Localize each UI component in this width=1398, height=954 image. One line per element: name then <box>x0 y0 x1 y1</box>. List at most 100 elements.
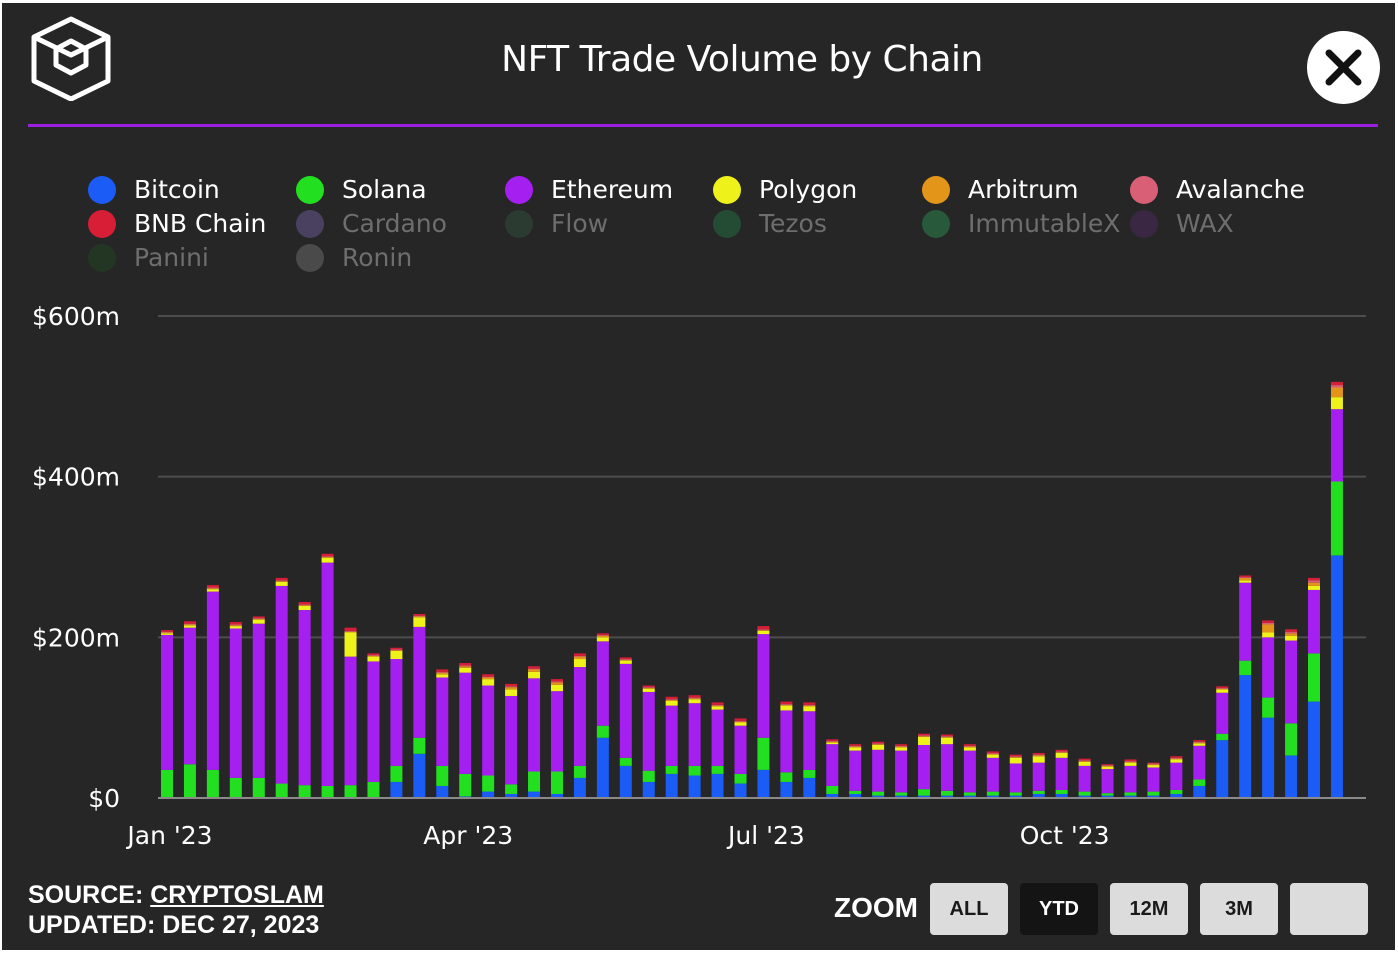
zoom-all-button[interactable]: ALL <box>930 883 1008 935</box>
legend-swatch <box>88 209 116 238</box>
legend-item-arbitrum[interactable]: Arbitrum <box>922 175 1078 204</box>
bar-segment-arbitrum <box>665 699 678 701</box>
bar-segment-arbitrum <box>459 666 472 668</box>
legend-item-solana[interactable]: Solana <box>296 175 427 204</box>
legend-item-immutablex[interactable]: ImmutableX <box>922 209 1120 238</box>
bar-segment-arbitrum <box>390 650 403 651</box>
bar-segment-avalanche <box>665 699 678 700</box>
bar-segment-avalanche <box>321 556 334 557</box>
bar-segment-solana <box>1330 481 1343 556</box>
bar-segment-polygon <box>1124 762 1137 766</box>
legend-item-ronin[interactable]: Ronin <box>296 243 412 272</box>
legend-item-avalanche[interactable]: Avalanche <box>1130 175 1305 204</box>
bar-segment-bitcoin <box>413 753 426 798</box>
bar-segment-bnb-chain <box>757 626 770 630</box>
legend-item-polygon[interactable]: Polygon <box>713 175 857 204</box>
zoom-3m-button[interactable]: 3M <box>1200 883 1278 935</box>
legend-item-ethereum[interactable]: Ethereum <box>505 175 673 204</box>
legend-item-cardano[interactable]: Cardano <box>296 209 447 238</box>
legend-item-bnb-chain[interactable]: BNB Chain <box>88 209 266 238</box>
legend-label: Bitcoin <box>134 175 220 204</box>
bar-segment-polygon <box>963 747 976 751</box>
close-button[interactable] <box>1307 31 1380 104</box>
bar-stack <box>321 553 334 798</box>
bar-segment-solana <box>963 792 976 796</box>
zoom-custom-button[interactable] <box>1290 883 1368 935</box>
bar-segment-arbitrum <box>1239 577 1252 581</box>
bar-stack <box>1101 764 1114 798</box>
bar-segment-solana <box>275 783 288 798</box>
bar-segment-ethereum <box>1308 589 1320 654</box>
close-icon <box>1325 49 1362 86</box>
bar-stack <box>206 585 219 798</box>
bar-segment-ethereum <box>550 691 563 772</box>
bar-segment-ethereum <box>206 591 219 770</box>
legend-item-wax[interactable]: WAX <box>1130 209 1234 238</box>
bar-segment-polygon <box>528 671 541 679</box>
bar-stack <box>596 633 609 798</box>
bar-segment-avalanche <box>482 676 495 678</box>
bar-segment-ethereum <box>344 656 357 786</box>
bar-segment-bnb-chain <box>1170 756 1183 758</box>
legend-item-flow[interactable]: Flow <box>505 209 608 238</box>
bar-segment-polygon <box>918 736 931 745</box>
legend-item-panini[interactable]: Panini <box>88 243 209 272</box>
legend: Bitcoin Solana Ethereum Polygon Arbitrum Aval… <box>88 175 1388 285</box>
bar-segment-polygon <box>665 700 678 706</box>
bar-segment-ethereum <box>321 562 334 786</box>
bar-segment-solana <box>550 771 563 794</box>
bar-stack <box>161 630 173 798</box>
bar-segment-bnb-chain <box>528 666 541 669</box>
bar-segment-ethereum <box>1330 409 1343 482</box>
bar-segment-avalanche <box>298 604 311 606</box>
bar-stack <box>872 741 885 798</box>
bar-segment-solana <box>986 791 999 796</box>
bar-segment-avalanche <box>344 630 357 632</box>
bar-segment-solana <box>573 765 586 778</box>
legend-item-tezos[interactable]: Tezos <box>713 209 827 238</box>
bar-segment-bitcoin <box>872 795 885 798</box>
bar-segment-ethereum <box>872 749 885 792</box>
bar-segment-ethereum <box>642 691 655 771</box>
bar-segment-bnb-chain <box>940 734 953 737</box>
bar-stack <box>367 653 380 798</box>
bar-segment-solana <box>711 765 724 774</box>
x-tick-label: Apr '23 <box>423 821 513 850</box>
bar-segment-avalanche <box>528 668 541 670</box>
bar-stack <box>1009 754 1022 798</box>
bar-segment-bnb-chain <box>688 695 701 698</box>
bar-stack <box>390 647 403 798</box>
bar-segment-ethereum <box>1078 765 1091 792</box>
bar-segment-polygon <box>780 705 793 711</box>
bar-segment-arbitrum <box>1032 755 1045 757</box>
bar-stack <box>1032 753 1045 798</box>
bar-segment-polygon <box>849 747 862 751</box>
bar-segment-polygon <box>1101 766 1114 770</box>
bar-segment-bitcoin <box>1193 785 1206 798</box>
legend-item-bitcoin[interactable]: Bitcoin <box>88 175 220 204</box>
legend-swatch <box>296 175 324 204</box>
source-link[interactable]: CRYPTOSLAM <box>150 881 324 909</box>
bar-segment-solana <box>826 785 839 794</box>
bar-segment-ethereum <box>757 634 770 738</box>
bar-segment-ethereum <box>596 641 609 726</box>
bar-segment-bnb-chain <box>1239 575 1252 578</box>
bar-segment-arbitrum <box>895 746 908 748</box>
bar-segment-bitcoin <box>1308 701 1320 798</box>
zoom-ytd-button[interactable]: YTD <box>1020 883 1098 935</box>
chart-panel: NFT Trade Volume by Chain Bitcoin Solana E… <box>2 3 1395 950</box>
bar-segment-bitcoin <box>1147 795 1160 798</box>
bar-segment-solana <box>1032 790 1045 794</box>
bar-stack <box>550 679 563 798</box>
zoom-12m-button[interactable]: 12M <box>1110 883 1188 935</box>
legend-swatch <box>296 243 324 272</box>
legend-swatch <box>296 209 324 238</box>
bar-stack <box>1239 575 1252 798</box>
bar-segment-arbitrum <box>642 687 655 689</box>
bar-segment-solana <box>757 737 770 770</box>
bar-segment-ethereum <box>1032 762 1045 791</box>
bar-segment-arbitrum <box>413 616 426 618</box>
legend-label: Cardano <box>342 209 447 238</box>
bar-segment-bnb-chain <box>1308 577 1320 581</box>
bar-segment-bnb-chain <box>229 622 242 625</box>
